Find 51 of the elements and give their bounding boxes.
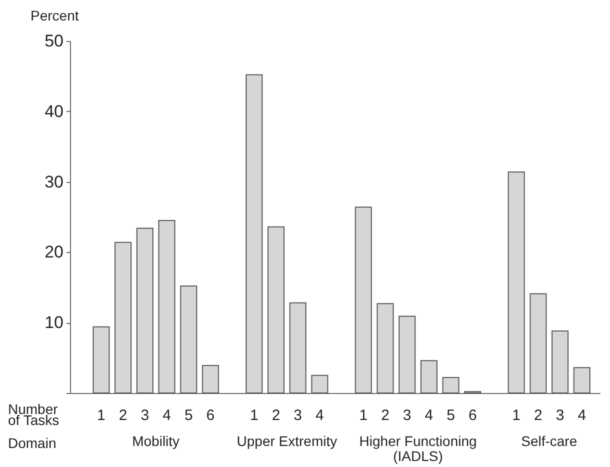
bar [442, 377, 460, 394]
bar [508, 171, 525, 394]
y-axis-title: Percent [30, 8, 79, 24]
bar [289, 302, 306, 394]
bar [246, 74, 263, 394]
y-tick-label: 50 [44, 32, 64, 50]
bar [420, 360, 438, 394]
bar [552, 330, 569, 394]
y-tick-label: 10 [44, 313, 64, 332]
x-axis-title: Number of Tasks [8, 401, 60, 428]
bar [92, 326, 110, 394]
x-tick-label: 1 [250, 407, 258, 424]
x-tick-label: 6 [468, 407, 477, 424]
x-tick-label: 3 [140, 407, 150, 424]
bar [311, 374, 328, 394]
x-tick-label: 2 [381, 407, 390, 424]
bar [398, 316, 416, 394]
y-tick-label: 40 [44, 102, 64, 121]
text: Upper Extremity [236, 433, 338, 449]
text: Higher Functioning (IADLS) [359, 433, 477, 464]
x-tick-label: 6 [206, 407, 215, 424]
x-tick-label: 1 [512, 407, 521, 424]
text: Self-care [521, 433, 578, 449]
x-tick-label: 3 [402, 407, 412, 424]
text: Mobility [132, 433, 180, 449]
x-tick-label: 3 [556, 407, 564, 424]
x-tick-label: 2 [534, 407, 542, 424]
x-tick-label: 4 [162, 407, 171, 424]
bar [202, 365, 219, 394]
x-tick-label: 4 [316, 407, 324, 424]
bar [376, 303, 394, 394]
bar [354, 206, 372, 394]
bar [530, 293, 547, 394]
x-tick-label: 1 [359, 407, 368, 424]
bar [573, 367, 590, 394]
bar [136, 228, 154, 394]
y-tick-label: 30 [44, 172, 64, 192]
legend-title: Domain [8, 435, 56, 451]
bar [180, 285, 198, 394]
x-tick-label: 2 [118, 407, 128, 424]
x-tick-label: 2 [272, 407, 280, 424]
bar [268, 226, 285, 394]
x-tick-label: 1 [97, 407, 106, 424]
x-tick-label: 5 [184, 407, 193, 424]
x-tick-label: 4 [424, 407, 434, 424]
bar [158, 220, 176, 394]
x-tick-label: 4 [578, 407, 586, 424]
x-tick-label: 5 [446, 407, 455, 424]
x-tick-label: 3 [294, 407, 302, 424]
y-tick-label: 20 [44, 242, 64, 262]
bar [114, 242, 132, 394]
